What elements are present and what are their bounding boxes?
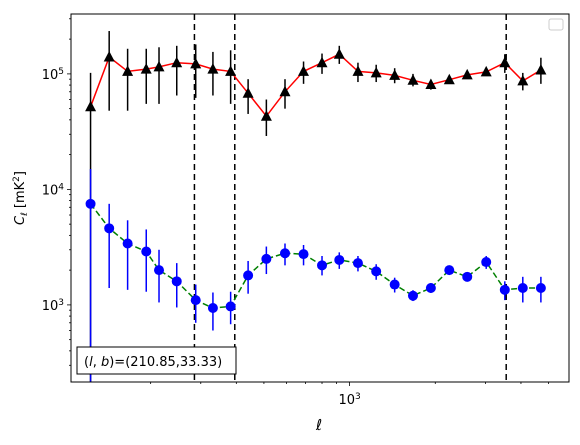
series-1-point [279,85,291,97]
series-1-point [517,74,529,86]
series-2-point [85,198,96,209]
legend-box[interactable] [548,18,564,31]
series-2-point [334,254,345,265]
series-1-point [260,110,272,121]
series-1-point [85,100,97,112]
series-1-point [103,51,115,62]
plot-area [85,14,547,382]
series-1-point [407,74,419,85]
series-2-point [317,260,328,271]
series-2-point [225,301,236,312]
annotation-box: (l, b)=(210.85,33.33) [76,346,237,375]
series-2-point [171,276,182,287]
axes: 103 103 104 105 [42,18,549,408]
series-2-point [444,265,455,276]
series-2-point [122,238,133,249]
series-1-point [535,64,547,75]
series-1-point [352,65,364,76]
series-2-point [517,283,528,294]
series-1-point [242,87,254,98]
series-2-point [280,248,291,259]
series-1-point [370,66,382,78]
y-tick-label: 104 [42,182,65,198]
y-axis-label-text: Cℓ [mK2] [12,171,30,225]
series-2-point [154,265,165,276]
series-2-point [243,270,254,281]
annotation-text: (l, b)=(210.85,33.33) [84,355,222,370]
series-1-point [443,73,455,85]
axes-frame [70,13,570,383]
series-2-point [462,271,473,282]
x-axis-label: ℓ [315,416,322,434]
series-1-point [316,56,328,68]
series-1-point [190,57,202,69]
series-1-point [171,56,183,68]
series-1-point [122,65,134,76]
series-2-point [352,258,363,269]
series-2-point [535,283,546,294]
series-1-point [140,63,152,74]
series-1-point [153,60,165,72]
series-1-point [225,65,237,76]
x-tick-label: 103 [338,392,360,408]
series-2-point [104,223,115,234]
series-2-point [371,266,382,277]
y-tick-label: 103 [42,298,64,314]
series-1-point [499,56,511,68]
series-2-point [207,302,218,313]
series-2-point [190,295,201,306]
series-1-point [480,65,492,77]
series-1-point [425,78,437,89]
series-2-point [481,257,492,268]
series-1-point [298,65,309,76]
series-1-point [207,63,219,74]
y-axis-label: Cℓ [mK2] [12,171,30,225]
series-2-point [499,284,510,295]
series-2-point [389,279,400,290]
series-1-point [461,68,473,80]
series-2-point [407,290,418,301]
annotation-frame [76,346,237,375]
series-1-point [389,69,401,80]
series-2-point [298,249,309,260]
series-2-point [425,283,436,294]
series-2-point [261,253,272,264]
series-1-point [333,48,345,59]
y-tick-label: 105 [42,67,64,83]
series-2-point [141,246,152,257]
